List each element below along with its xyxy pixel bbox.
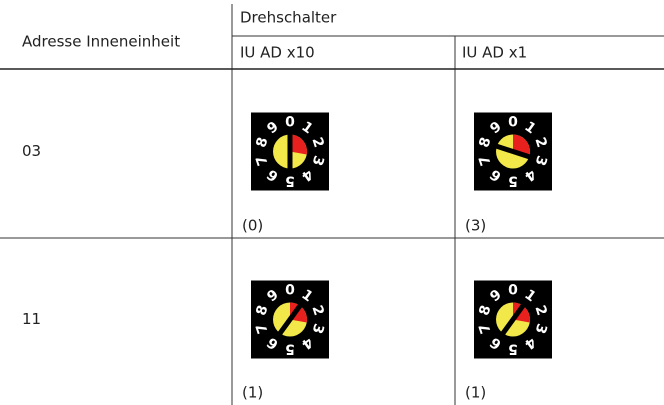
dial-digit: 3: [308, 153, 326, 167]
switch-pointer: [499, 302, 527, 337]
dial-digit: 5: [508, 341, 518, 357]
dial-digit: 0: [508, 283, 518, 299]
dial-digit: 5: [508, 173, 518, 189]
dial-digit: 3: [308, 321, 326, 335]
dial-digit: 0: [285, 115, 295, 131]
column-header: IU AD x10: [240, 44, 315, 62]
caption: (3): [465, 217, 486, 235]
dial-digit: 5: [285, 341, 295, 357]
dial-digit: 5: [285, 173, 295, 189]
address: 11: [22, 310, 41, 328]
switch-pointer: [276, 302, 304, 337]
header-group: Drehschalter: [240, 9, 337, 27]
dial-digit: 8: [476, 303, 494, 317]
dial-digit: 3: [531, 321, 549, 335]
dial-red-sector: [290, 134, 307, 155]
caption: (1): [465, 384, 486, 402]
dial-digit: 2: [531, 303, 549, 317]
column-header: IU AD x1: [462, 44, 527, 62]
dial-digit: 3: [531, 153, 549, 167]
dial-digit: 7: [476, 321, 494, 335]
dial-digit: 7: [253, 153, 271, 167]
dial-digit: 8: [253, 135, 271, 149]
caption: (1): [242, 384, 263, 402]
dial-digit: 7: [476, 153, 494, 167]
dial-digit: 8: [253, 303, 271, 317]
dial-digit: 2: [308, 135, 326, 149]
switch-pointer: [494, 143, 532, 160]
dial-digit: 2: [308, 303, 326, 317]
caption: (0): [242, 217, 263, 235]
dial-digit: 8: [476, 135, 494, 149]
dial-digit: 2: [531, 135, 549, 149]
dial-digit: 7: [253, 321, 271, 335]
dial-digit: 0: [508, 115, 518, 131]
dial-red-sector: [513, 134, 531, 155]
dial-digit: 0: [285, 283, 295, 299]
header-left: Adresse Inneneinheit: [22, 33, 180, 51]
address: 03: [22, 142, 41, 160]
